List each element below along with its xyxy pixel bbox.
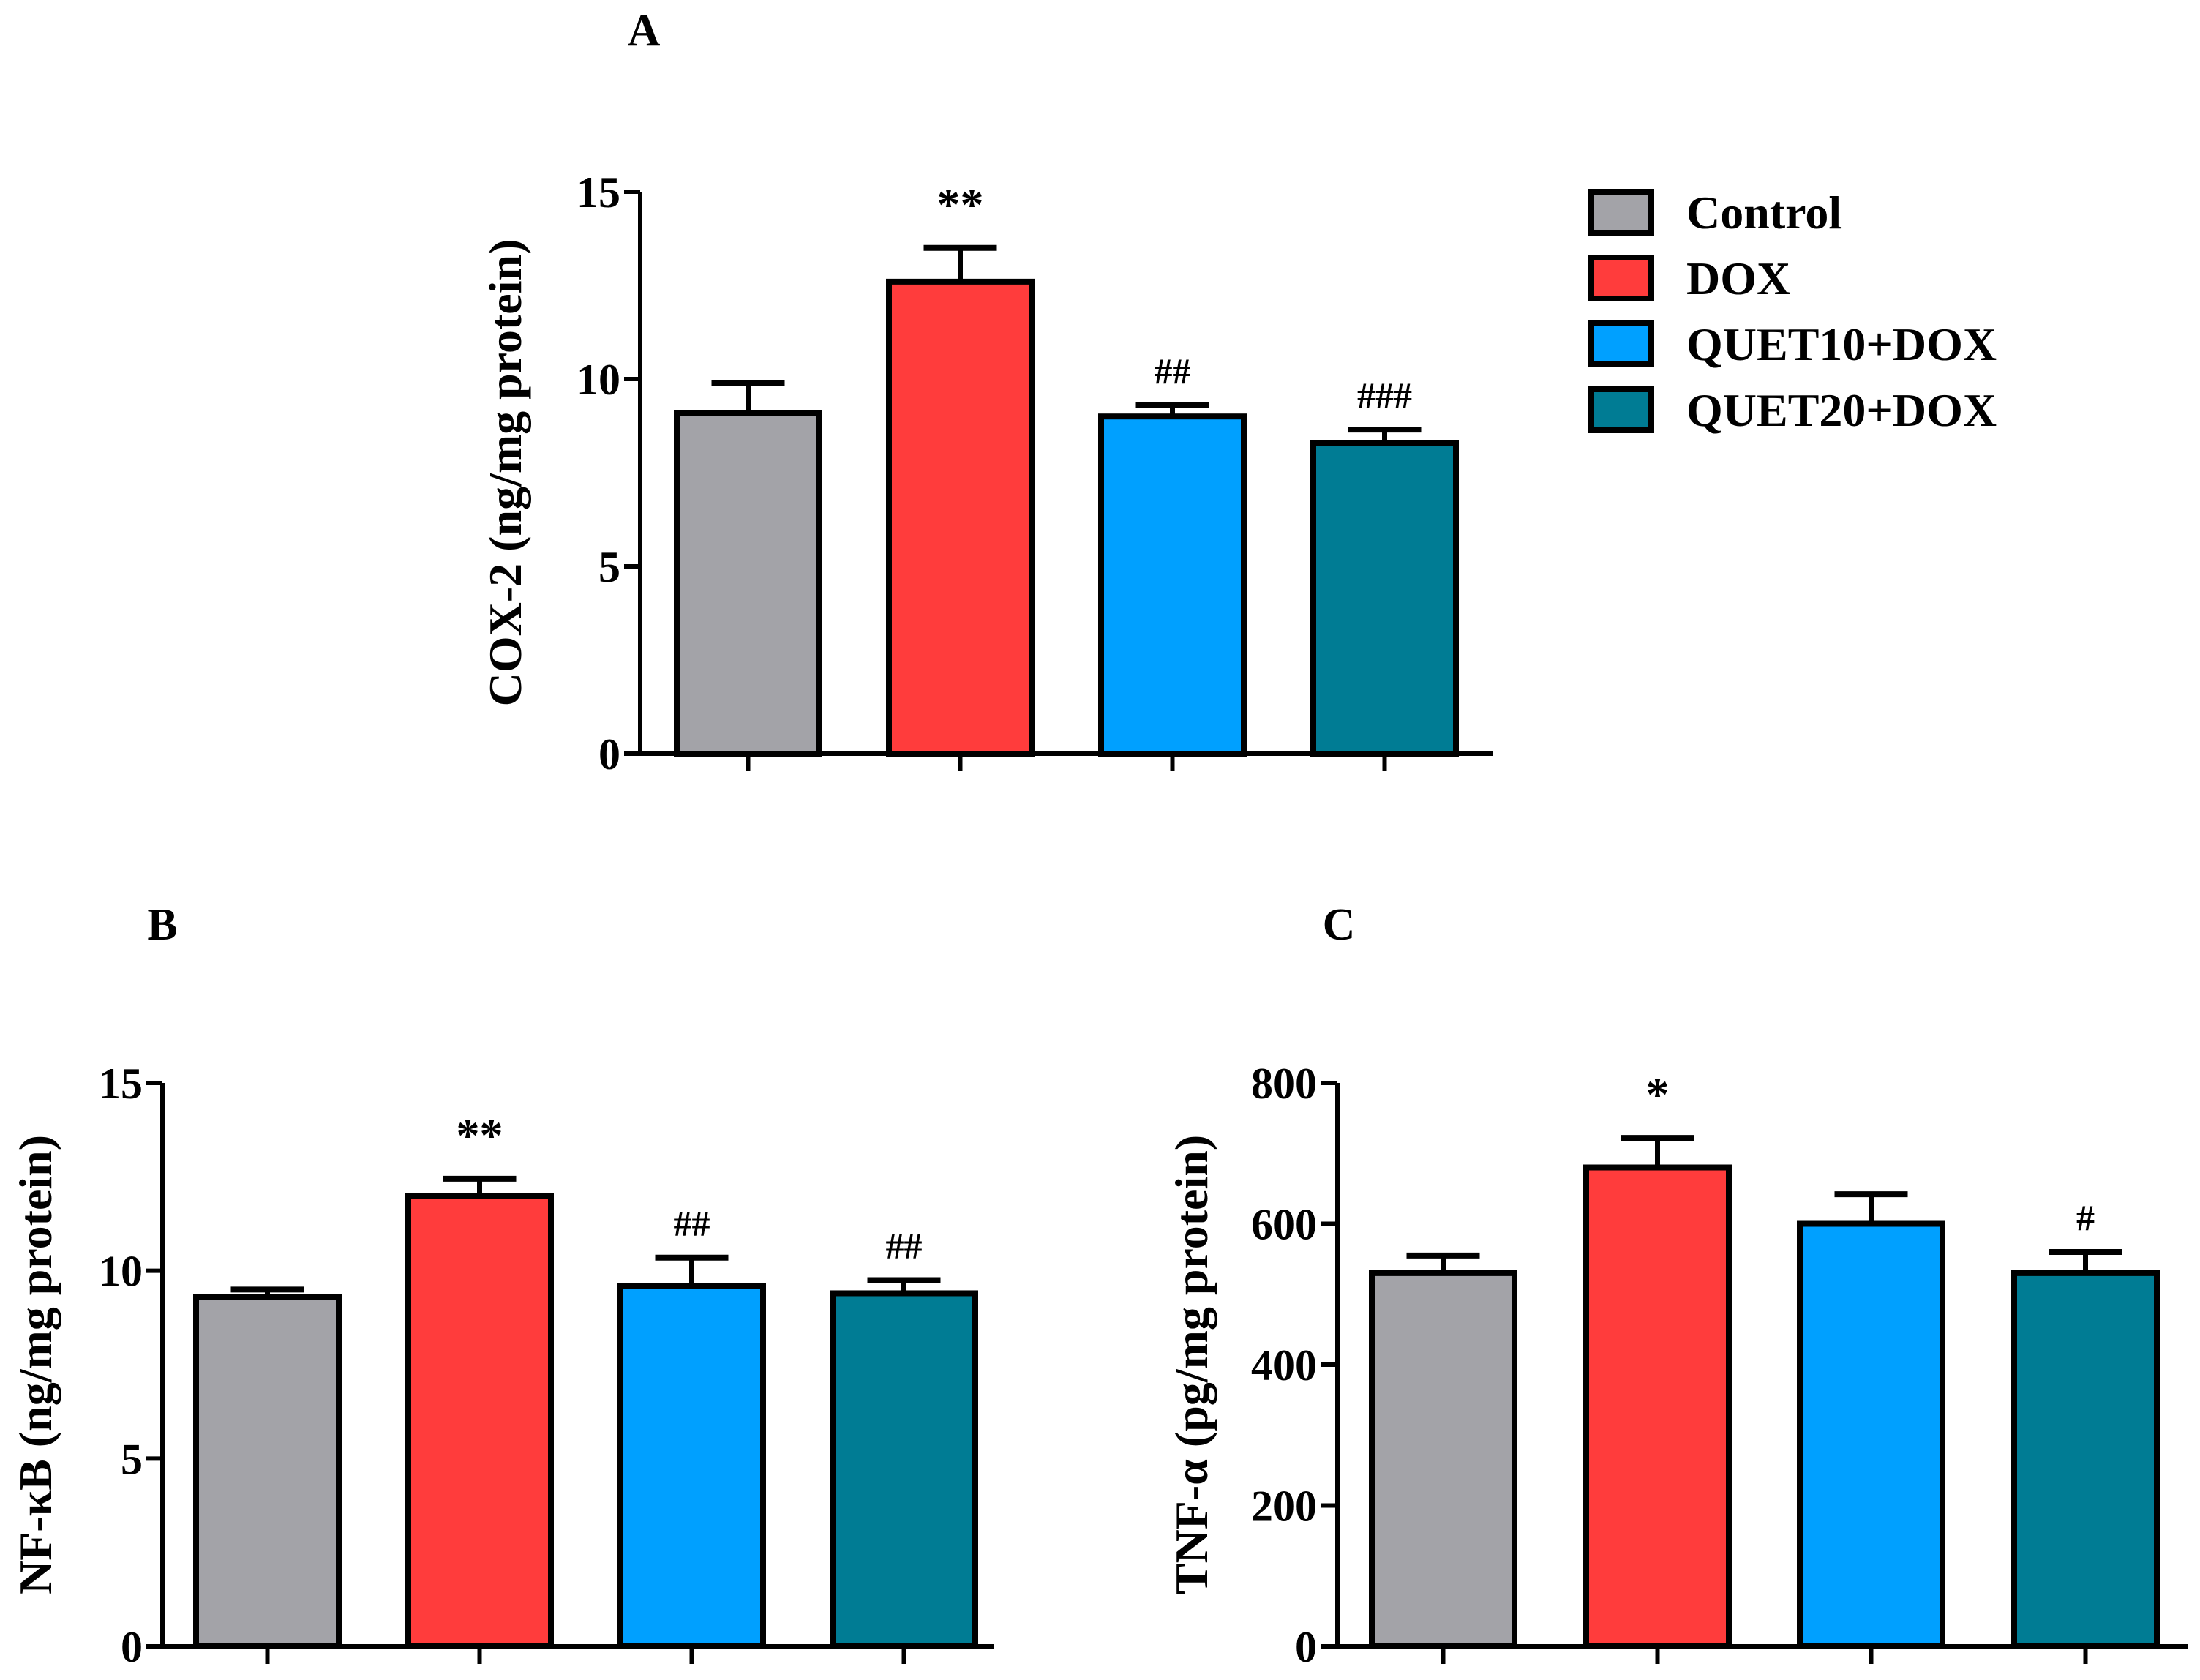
- significance-label: **: [937, 179, 984, 230]
- y-axis-label: COX-2 (ng/mg protein): [479, 239, 531, 707]
- y-tick-label: 400: [1251, 1341, 1317, 1390]
- bar-quet20-dox: [1310, 440, 1459, 757]
- y-tick-label: 10: [99, 1248, 143, 1296]
- y-tick-label: 0: [121, 1623, 143, 1671]
- bar-quet10-dox: [617, 1283, 766, 1649]
- significance-label: *: [1646, 1068, 1670, 1120]
- significance-label: **: [457, 1109, 503, 1161]
- y-tick-label: 0: [598, 730, 620, 779]
- bar-quet10-dox: [1797, 1220, 1945, 1649]
- bar-dox: [405, 1193, 554, 1649]
- bar-control: [193, 1294, 342, 1649]
- bar-dox: [1583, 1164, 1732, 1649]
- legend-swatch: [1588, 189, 1654, 236]
- legend-swatch: [1588, 386, 1654, 433]
- y-tick-label: 800: [1251, 1060, 1317, 1108]
- y-tick-label: 15: [577, 168, 620, 217]
- panel-letter: B: [147, 900, 177, 950]
- significance-label: ##: [674, 1203, 710, 1244]
- y-tick-label: 10: [577, 356, 620, 404]
- legend-label: Control: [1686, 187, 1842, 239]
- y-axis-label: NF-κB (ng/mg protein): [10, 1135, 61, 1594]
- bar-control: [1369, 1270, 1517, 1649]
- significance-label: ##: [886, 1226, 923, 1267]
- significance-label: ###: [1357, 375, 1412, 416]
- y-tick-label: 200: [1251, 1482, 1317, 1531]
- legend: Control DOX QUET10+DOX QUET20+DOX: [1588, 187, 1997, 436]
- y-axis-label: TNF-α (pg/mg protein): [1165, 1135, 1217, 1594]
- y-tick-label: 15: [99, 1060, 143, 1108]
- bar-quet20-dox: [830, 1290, 978, 1649]
- bar-dox: [886, 278, 1035, 757]
- y-tick-label: 5: [121, 1435, 143, 1483]
- bar-quet10-dox: [1098, 413, 1247, 757]
- significance-label: ##: [1155, 350, 1191, 391]
- legend-label: QUET20+DOX: [1686, 384, 1997, 436]
- panel-b-nfkb-chart: B 0 5 10 15 NF-κB (ng/mg protein) ** ## ##: [10, 900, 994, 1671]
- y-tick-label: 600: [1251, 1201, 1317, 1249]
- legend-label: QUET10+DOX: [1686, 318, 1997, 370]
- legend-swatch: [1588, 320, 1654, 367]
- legend-swatch: [1588, 255, 1654, 301]
- panel-letter: A: [628, 6, 661, 56]
- panel-letter: C: [1323, 900, 1356, 950]
- y-tick-label: 0: [1295, 1623, 1317, 1671]
- panel-c-tnfa-chart: C 0 200 400 600 800 TNF-α (pg/mg protein) * #: [1165, 900, 2188, 1671]
- bar-control: [674, 410, 822, 757]
- bar-quet20-dox: [2011, 1270, 2160, 1649]
- significance-label: #: [2076, 1197, 2095, 1238]
- y-tick-label: 5: [598, 543, 620, 591]
- legend-label: DOX: [1686, 252, 1790, 304]
